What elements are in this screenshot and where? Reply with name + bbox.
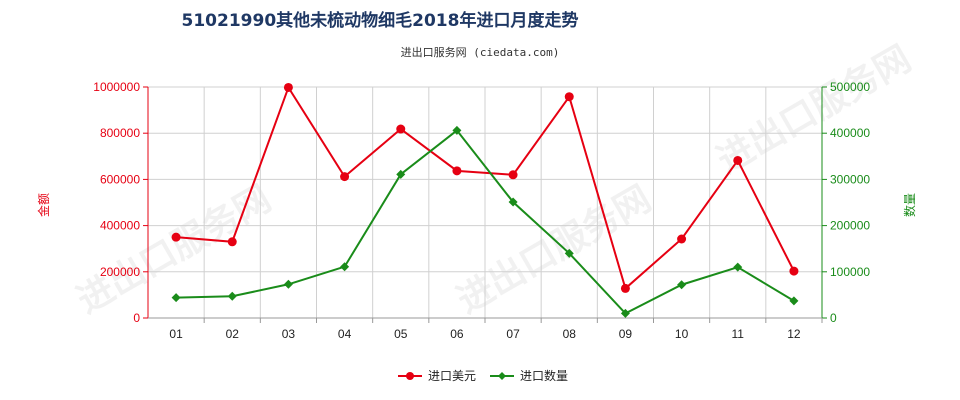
x-tick-label: 08 (563, 327, 577, 341)
x-tick-label: 04 (338, 327, 352, 341)
data-point-quantity[interactable] (396, 169, 406, 179)
right-tick-label: 200000 (830, 219, 870, 233)
data-point-usd[interactable] (283, 82, 293, 92)
data-point-quantity[interactable] (508, 197, 518, 207)
data-point-quantity[interactable] (677, 280, 687, 290)
left-tick-label: 1000000 (93, 80, 140, 94)
chart-title: 51021990其他未梳动物细毛2018年进口月度走势 (182, 10, 579, 31)
right-axis-label: 数量 (902, 193, 917, 217)
data-point-usd[interactable] (396, 124, 406, 134)
right-tick-label: 300000 (830, 172, 870, 186)
x-tick-label: 02 (226, 327, 240, 341)
x-tick-label: 10 (675, 327, 689, 341)
right-tick-label: 0 (830, 311, 837, 325)
x-tick-label: 05 (394, 327, 408, 341)
left-tick-label: 600000 (100, 172, 140, 186)
data-point-quantity[interactable] (733, 262, 743, 272)
data-point-quantity[interactable] (620, 308, 630, 318)
legend[interactable]: 进口美元 进口数量 (398, 368, 568, 383)
data-point-usd[interactable] (452, 166, 462, 176)
series-layer (171, 82, 799, 318)
x-tick-label: 03 (282, 327, 296, 341)
data-point-quantity[interactable] (171, 293, 181, 303)
x-tick-label: 11 (732, 327, 745, 341)
legend-marker-usd (406, 372, 414, 380)
x-tick-label: 09 (619, 327, 633, 341)
data-point-usd[interactable] (564, 92, 574, 102)
data-point-usd[interactable] (340, 172, 350, 182)
x-tick-label: 07 (506, 327, 520, 341)
left-tick-label: 800000 (100, 126, 140, 140)
chart-subtitle: 进出口服务网 (ciedata.com) (401, 45, 560, 59)
x-tick-label: 12 (787, 327, 801, 341)
left-tick-label: 200000 (100, 265, 140, 279)
x-tick-label: 01 (169, 327, 183, 341)
legend-label-usd[interactable]: 进口美元 (428, 369, 476, 383)
left-tick-label: 400000 (100, 219, 140, 233)
data-point-quantity[interactable] (564, 248, 574, 258)
data-point-usd[interactable] (171, 232, 181, 242)
data-point-usd[interactable] (789, 266, 799, 276)
x-tick-label: 06 (450, 327, 464, 341)
ticks: 0 200000 400000 600000 800000 1000000 0 100000 2… (93, 80, 870, 341)
data-point-quantity[interactable] (789, 296, 799, 306)
data-point-quantity[interactable] (227, 291, 237, 301)
data-point-quantity[interactable] (283, 279, 293, 289)
data-point-usd[interactable] (733, 155, 743, 165)
legend-label-quantity[interactable]: 进口数量 (520, 368, 568, 383)
data-point-usd[interactable] (620, 283, 630, 293)
data-point-quantity[interactable] (340, 262, 350, 272)
watermark-text: 进出口服务网 (450, 178, 658, 322)
right-tick-label: 100000 (830, 265, 870, 279)
right-tick-label: 400000 (830, 126, 870, 140)
data-point-usd[interactable] (227, 237, 237, 247)
left-axis-label: 金额 (36, 193, 51, 217)
data-point-usd[interactable] (508, 170, 518, 180)
left-tick-label: 0 (133, 311, 140, 325)
series-line-quantity (176, 129, 795, 315)
series-line-usd (176, 85, 795, 291)
data-point-quantity[interactable] (452, 125, 462, 135)
legend-marker-quantity (498, 372, 506, 380)
data-point-usd[interactable] (677, 234, 687, 244)
right-tick-label: 500000 (830, 80, 870, 94)
